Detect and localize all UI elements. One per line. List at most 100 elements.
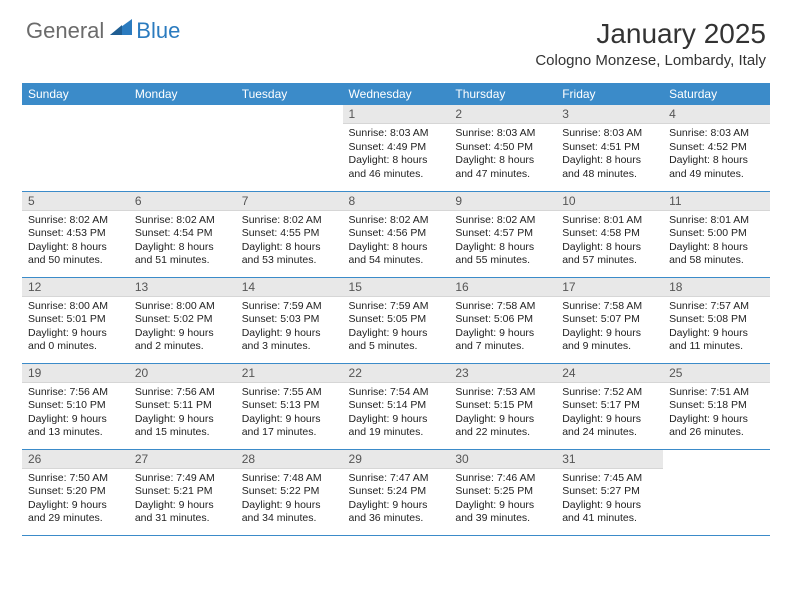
sunrise-value: 8:03 AM [390,127,429,139]
sunset-label: Sunset: [669,141,708,153]
cell-body: Sunrise: 7:45 AMSunset: 5:27 PMDaylight:… [556,469,663,531]
sunset-line: Sunset: 5:15 PM [455,399,550,413]
sunrise-label: Sunrise: [455,214,496,226]
dayhead-mon: Monday [129,83,236,105]
sunset-label: Sunset: [28,399,67,411]
week-row: 26Sunrise: 7:50 AMSunset: 5:20 PMDayligh… [22,449,770,535]
sunrise-label: Sunrise: [242,300,283,312]
sunrise-value: 8:02 AM [69,214,108,226]
day-number: 15 [343,278,450,297]
daylight-line: Daylight: 9 hours and 36 minutes. [349,499,444,526]
day-number: 3 [556,105,663,124]
sunrise-value: 7:50 AM [69,472,108,484]
daylight-label: Daylight: [135,327,179,339]
sunset-value: 5:14 PM [387,399,426,411]
sunset-value: 4:53 PM [67,227,106,239]
sunset-value: 5:10 PM [67,399,106,411]
daylight-line: Daylight: 8 hours and 57 minutes. [562,241,657,268]
calendar-cell: 26Sunrise: 7:50 AMSunset: 5:20 PMDayligh… [22,449,129,535]
sunrise-label: Sunrise: [562,300,603,312]
sunrise-label: Sunrise: [349,300,390,312]
sunset-label: Sunset: [28,227,67,239]
dayhead-wed: Wednesday [343,83,450,105]
sunrise-line: Sunrise: 7:58 AM [455,300,550,314]
daylight-label: Daylight: [242,413,286,425]
daylight-line: Daylight: 8 hours and 53 minutes. [242,241,337,268]
sunset-value: 5:18 PM [708,399,747,411]
day-number: 18 [663,278,770,297]
cell-body: Sunrise: 8:00 AMSunset: 5:01 PMDaylight:… [22,297,129,359]
daylight-line: Daylight: 8 hours and 48 minutes. [562,154,657,181]
calendar-cell: 28Sunrise: 7:48 AMSunset: 5:22 PMDayligh… [236,449,343,535]
sunset-value: 5:20 PM [67,485,106,497]
sunset-value: 5:25 PM [494,485,533,497]
calendar-cell: 8Sunrise: 8:02 AMSunset: 4:56 PMDaylight… [343,191,450,277]
calendar-cell: 16Sunrise: 7:58 AMSunset: 5:06 PMDayligh… [449,277,556,363]
sunset-label: Sunset: [455,141,494,153]
calendar-cell [663,449,770,535]
sunset-value: 5:05 PM [387,313,426,325]
sunset-line: Sunset: 5:24 PM [349,485,444,499]
sunset-value: 5:00 PM [708,227,747,239]
daylight-line: Daylight: 9 hours and 11 minutes. [669,327,764,354]
sunset-value: 4:58 PM [601,227,640,239]
cell-body: Sunrise: 7:57 AMSunset: 5:08 PMDaylight:… [663,297,770,359]
calendar-cell: 19Sunrise: 7:56 AMSunset: 5:10 PMDayligh… [22,363,129,449]
daylight-line: Daylight: 8 hours and 46 minutes. [349,154,444,181]
daylight-line: Daylight: 9 hours and 19 minutes. [349,413,444,440]
sunrise-line: Sunrise: 7:46 AM [455,472,550,486]
week-row: 19Sunrise: 7:56 AMSunset: 5:10 PMDayligh… [22,363,770,449]
week-row: 5Sunrise: 8:02 AMSunset: 4:53 PMDaylight… [22,191,770,277]
day-number: 6 [129,192,236,211]
daylight-line: Daylight: 9 hours and 7 minutes. [455,327,550,354]
cell-body: Sunrise: 7:52 AMSunset: 5:17 PMDaylight:… [556,383,663,445]
sunset-line: Sunset: 4:55 PM [242,227,337,241]
cell-body: Sunrise: 7:59 AMSunset: 5:05 PMDaylight:… [343,297,450,359]
calendar-cell: 20Sunrise: 7:56 AMSunset: 5:11 PMDayligh… [129,363,236,449]
sunset-value: 4:50 PM [494,141,533,153]
sunrise-value: 8:02 AM [283,214,322,226]
calendar-cell: 22Sunrise: 7:54 AMSunset: 5:14 PMDayligh… [343,363,450,449]
calendar-cell: 15Sunrise: 7:59 AMSunset: 5:05 PMDayligh… [343,277,450,363]
sunset-line: Sunset: 5:08 PM [669,313,764,327]
week-row: 12Sunrise: 8:00 AMSunset: 5:01 PMDayligh… [22,277,770,363]
cell-body: Sunrise: 7:56 AMSunset: 5:10 PMDaylight:… [22,383,129,445]
sunset-line: Sunset: 5:13 PM [242,399,337,413]
sunrise-label: Sunrise: [562,214,603,226]
logo-text-blue: Blue [136,18,180,44]
daylight-line: Daylight: 9 hours and 0 minutes. [28,327,123,354]
logo-text-general: General [26,18,104,44]
daylight-line: Daylight: 8 hours and 55 minutes. [455,241,550,268]
dayhead-sat: Saturday [663,83,770,105]
daylight-label: Daylight: [455,327,499,339]
sunrise-value: 7:48 AM [283,472,322,484]
day-number: 19 [22,364,129,383]
sunrise-value: 7:46 AM [497,472,536,484]
sunrise-line: Sunrise: 8:02 AM [455,214,550,228]
month-title: January 2025 [535,18,766,50]
sunset-value: 4:55 PM [280,227,319,239]
day-number: 26 [22,450,129,469]
cell-body: Sunrise: 7:48 AMSunset: 5:22 PMDaylight:… [236,469,343,531]
sunrise-value: 8:02 AM [497,214,536,226]
sunset-line: Sunset: 5:22 PM [242,485,337,499]
sunrise-value: 7:45 AM [604,472,643,484]
calendar-cell: 2Sunrise: 8:03 AMSunset: 4:50 PMDaylight… [449,105,556,191]
daylight-line: Daylight: 9 hours and 2 minutes. [135,327,230,354]
calendar-cell: 17Sunrise: 7:58 AMSunset: 5:07 PMDayligh… [556,277,663,363]
sunrise-label: Sunrise: [135,472,176,484]
sunrise-line: Sunrise: 7:50 AM [28,472,123,486]
sunrise-line: Sunrise: 8:02 AM [135,214,230,228]
daylight-label: Daylight: [669,154,713,166]
sunrise-label: Sunrise: [455,386,496,398]
sunset-label: Sunset: [349,141,388,153]
calendar-table: Sunday Monday Tuesday Wednesday Thursday… [22,83,770,536]
day-number: 5 [22,192,129,211]
sunrise-value: 7:56 AM [176,386,215,398]
sunrise-line: Sunrise: 7:56 AM [28,386,123,400]
daylight-label: Daylight: [455,154,499,166]
sunrise-line: Sunrise: 8:01 AM [562,214,657,228]
sunset-line: Sunset: 4:54 PM [135,227,230,241]
sunset-label: Sunset: [135,313,174,325]
sunset-value: 5:02 PM [173,313,212,325]
